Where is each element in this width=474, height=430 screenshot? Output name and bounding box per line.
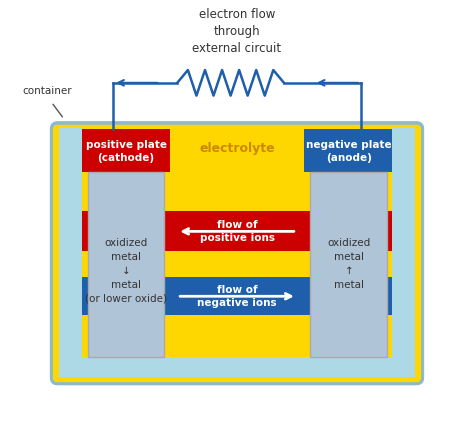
Bar <box>304 129 392 172</box>
Bar <box>82 129 170 172</box>
Bar <box>82 129 392 172</box>
Text: negative plate
(anode): negative plate (anode) <box>306 139 392 163</box>
Bar <box>392 128 415 371</box>
Text: electrolyte: electrolyte <box>199 142 275 156</box>
Bar <box>59 357 415 377</box>
FancyBboxPatch shape <box>51 123 423 384</box>
Text: positive plate
(cathode): positive plate (cathode) <box>85 139 166 163</box>
Bar <box>82 277 392 316</box>
Bar <box>82 252 392 277</box>
Text: flow of
positive ions: flow of positive ions <box>200 220 274 243</box>
Bar <box>82 211 392 252</box>
Bar <box>310 172 387 357</box>
Text: electron flow
through
external circuit: electron flow through external circuit <box>192 8 282 55</box>
Text: oxidized
metal
↑
metal: oxidized metal ↑ metal <box>327 238 371 290</box>
Text: flow of
negative ions: flow of negative ions <box>197 285 277 308</box>
Bar <box>82 316 392 357</box>
Text: container: container <box>22 86 72 96</box>
Bar <box>88 172 164 357</box>
Text: oxidized
metal
↓
metal
(or lower oxide): oxidized metal ↓ metal (or lower oxide) <box>85 238 167 304</box>
Bar <box>59 128 82 371</box>
FancyBboxPatch shape <box>66 134 408 369</box>
